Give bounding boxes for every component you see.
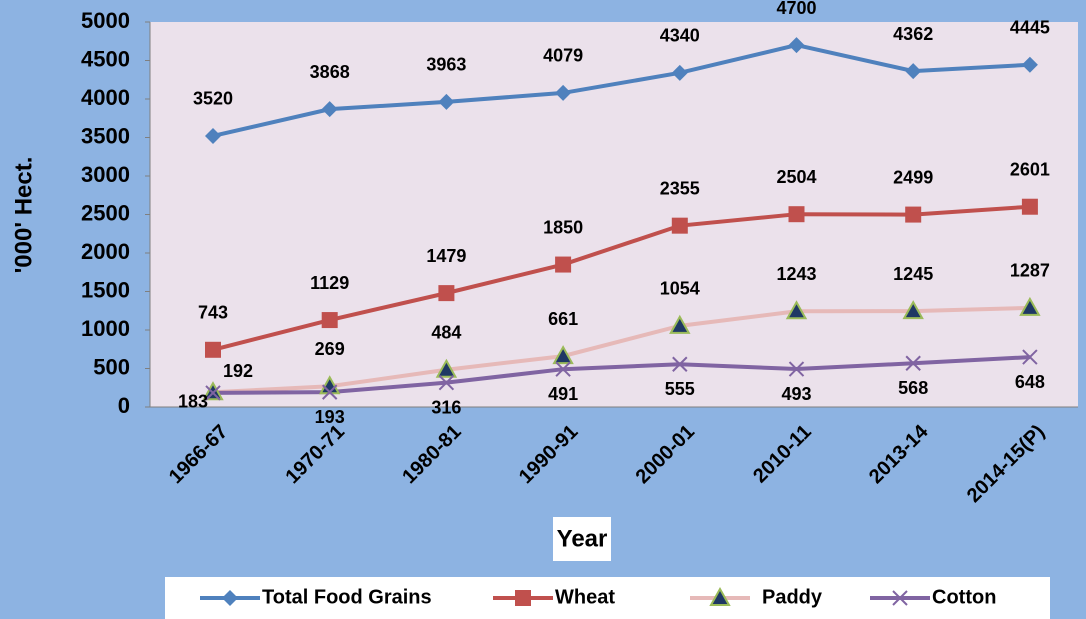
y-tick-label: 0 <box>118 393 130 418</box>
data-label: 2355 <box>660 178 700 198</box>
data-point <box>905 63 922 80</box>
data-point <box>788 361 805 377</box>
legend-label: Wheat <box>555 586 615 608</box>
legend-label: Paddy <box>762 586 823 608</box>
y-tick-label: 3500 <box>81 123 130 148</box>
data-label: 1054 <box>660 279 700 299</box>
y-tick-label: 3000 <box>81 162 130 187</box>
data-label: 568 <box>898 378 928 398</box>
data-label: 316 <box>431 397 461 417</box>
data-point <box>555 84 572 101</box>
data-label: 2504 <box>776 167 816 187</box>
data-label: 4340 <box>660 26 700 46</box>
data-label: 2499 <box>893 167 933 187</box>
series-line <box>212 355 1031 395</box>
data-label: 1287 <box>1010 261 1050 281</box>
data-point <box>555 256 572 273</box>
y-tick-label: 4500 <box>81 46 130 71</box>
legend-marker <box>892 590 908 606</box>
data-point <box>1021 56 1038 73</box>
data-point <box>785 300 808 320</box>
y-tick-label: 500 <box>93 354 130 379</box>
legend-marker <box>515 590 531 606</box>
data-point <box>905 206 922 223</box>
series-line <box>212 204 1031 352</box>
data-point <box>671 64 688 81</box>
data-point <box>672 356 688 372</box>
data-point <box>669 314 691 334</box>
legend-label: Cotton <box>932 586 996 608</box>
data-point <box>202 381 224 401</box>
data-point <box>321 101 338 118</box>
data-point <box>205 341 221 358</box>
data-point <box>671 217 688 234</box>
data-label: 193 <box>315 407 345 427</box>
data-label: 484 <box>431 322 461 342</box>
data-point <box>438 374 455 391</box>
legend-label: Total Food Grains <box>262 586 432 608</box>
data-point <box>1021 198 1038 215</box>
data-label: 491 <box>548 384 578 404</box>
data-label: 1479 <box>426 246 466 266</box>
x-axis-title: Year <box>557 525 608 552</box>
data-point <box>321 384 338 400</box>
data-point <box>205 127 221 144</box>
data-label: 192 <box>223 361 253 381</box>
data-point <box>902 300 924 320</box>
data-point <box>555 361 571 377</box>
data-point <box>205 385 221 401</box>
plot: 3520 3868 3963 4079 4340 4700 4362 4445 743 1129 1… <box>178 0 1050 427</box>
data-label: 493 <box>781 384 811 404</box>
data-label: 4700 <box>776 0 816 18</box>
data-point <box>788 37 805 54</box>
data-label: 1245 <box>893 264 933 284</box>
data-label: 183 <box>178 392 208 412</box>
legend-marker <box>222 590 238 606</box>
y-tick-label: 2500 <box>81 200 130 225</box>
data-point <box>788 206 805 223</box>
data-label: 1243 <box>776 264 816 284</box>
y-tick-label: 4000 <box>81 85 130 110</box>
data-point <box>1022 349 1038 365</box>
series-line <box>212 305 1030 395</box>
data-label: 1850 <box>543 217 583 237</box>
x-title-box <box>553 517 611 561</box>
legend-marker <box>709 586 731 606</box>
data-label: 555 <box>665 379 695 399</box>
data-label: 3520 <box>193 89 233 109</box>
data-label: 3963 <box>426 55 466 75</box>
data-label: 1129 <box>310 273 349 293</box>
y-tick-label: 5000 <box>81 8 130 33</box>
y-tick-label: 2000 <box>81 239 130 264</box>
data-label: 743 <box>198 303 228 323</box>
series-line <box>212 43 1031 138</box>
data-label: 4079 <box>543 46 583 66</box>
data-label: 648 <box>1015 372 1045 392</box>
data-label: 3868 <box>310 62 350 82</box>
y-axis-title: '000' Hect. <box>10 157 37 274</box>
data-point <box>321 312 338 329</box>
data-point <box>1019 296 1041 316</box>
data-point <box>435 358 458 378</box>
data-point <box>438 285 455 302</box>
y-tick-label: 1500 <box>81 277 130 302</box>
data-label: 4445 <box>1010 17 1050 37</box>
data-point <box>438 93 455 110</box>
y-tick-label: 1000 <box>81 316 130 341</box>
data-label: 661 <box>548 309 578 329</box>
data-label: 4362 <box>893 24 933 44</box>
data-point <box>905 355 921 371</box>
data-label: 2601 <box>1010 159 1050 179</box>
data-point <box>552 345 574 365</box>
data-label: 269 <box>315 339 345 359</box>
